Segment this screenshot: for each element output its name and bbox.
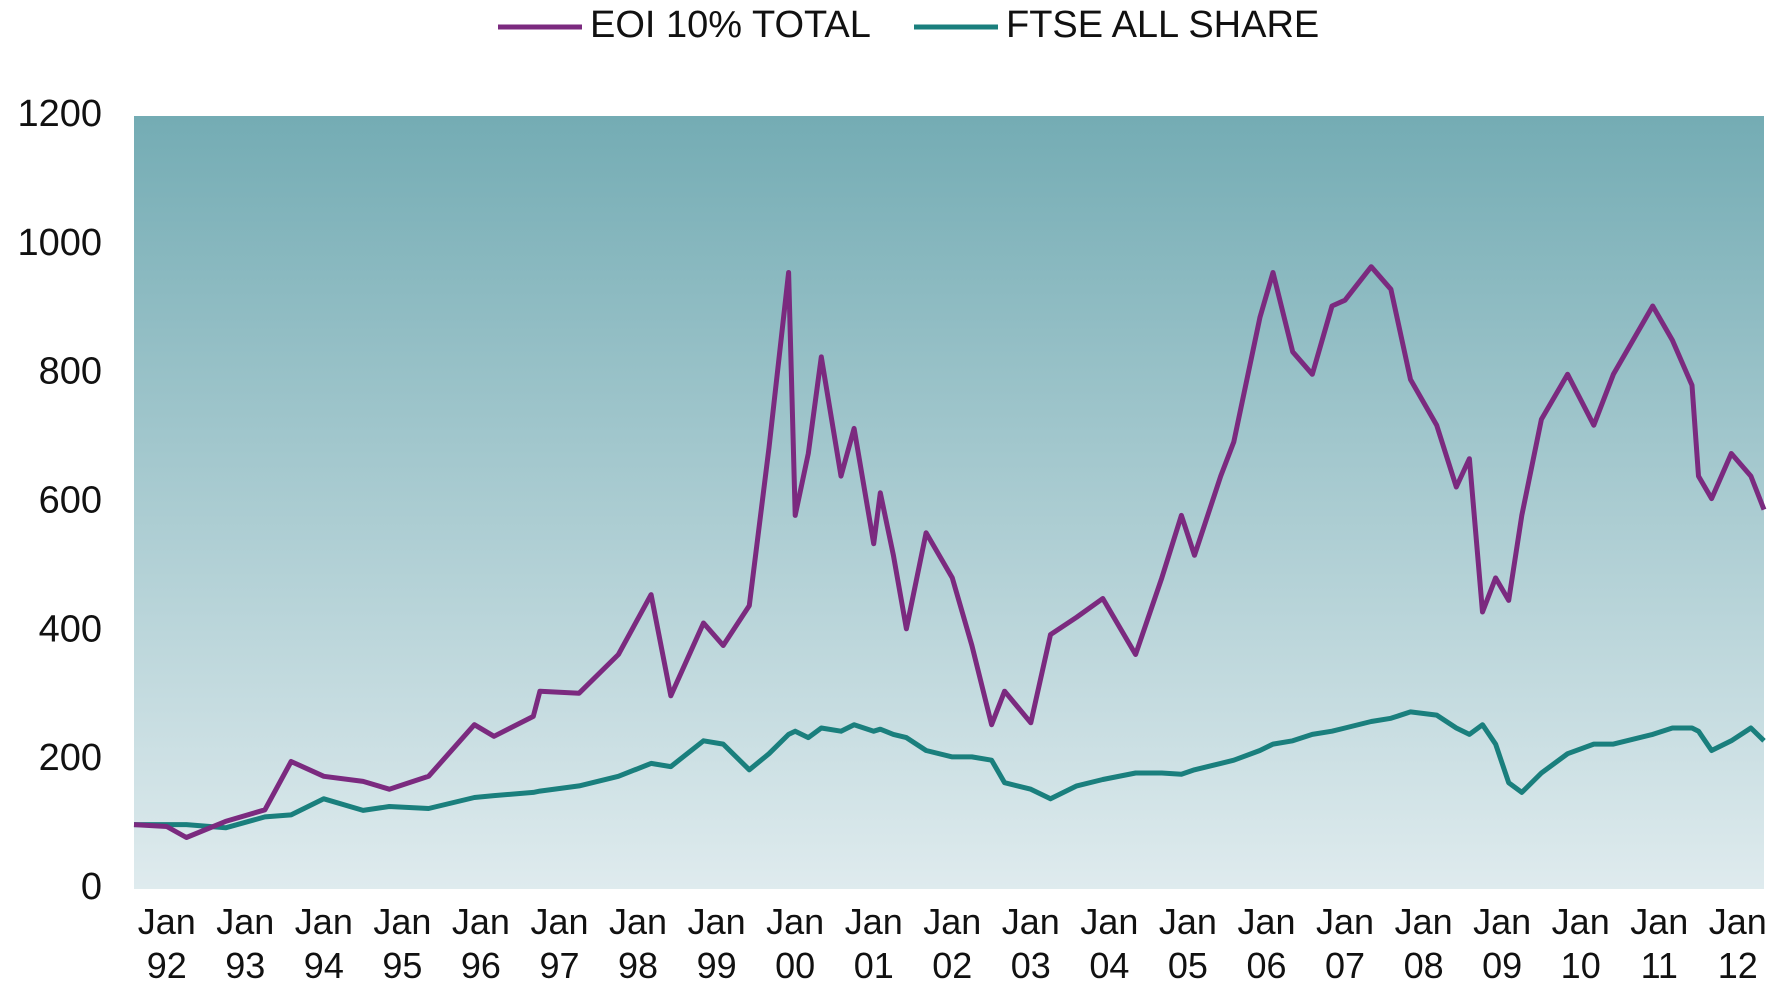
x-tick-label: Jan 12	[1708, 901, 1767, 986]
series-line	[134, 709, 1766, 831]
y-tick-label: 400	[39, 608, 102, 650]
x-tick-label: Jan 94	[294, 901, 353, 986]
x-tick-label: Jan 92	[137, 901, 196, 986]
x-tick-label: Jan 95	[373, 901, 432, 986]
x-tick-label: Jan 04	[1080, 901, 1139, 986]
x-tick-label: Jan 07	[1316, 901, 1375, 986]
x-tick-label: Jan 08	[1394, 901, 1453, 986]
x-tick-label: Jan 05	[1158, 901, 1217, 986]
x-tick-label: Jan 98	[609, 901, 668, 986]
y-tick-label: 800	[39, 351, 102, 393]
x-tick-label: Jan 11	[1630, 901, 1689, 986]
x-tick-label: Jan 93	[216, 901, 275, 986]
y-tick-label: 1200	[17, 93, 102, 135]
x-tick-label: Jan 06	[1237, 901, 1296, 986]
x-tick-label: Jan 09	[1473, 901, 1532, 986]
legend-label: EOI 10% TOTAL	[590, 4, 871, 46]
y-tick-label: 1000	[17, 222, 102, 264]
x-tick-label: Jan 00	[766, 901, 825, 986]
y-tick-label: 200	[39, 737, 102, 779]
x-tick-label: Jan 03	[1001, 901, 1060, 986]
y-tick-label: 0	[81, 866, 102, 908]
plot-area	[134, 116, 1764, 889]
x-tick-label: Jan 10	[1551, 901, 1610, 986]
series-line	[133, 264, 1767, 840]
x-tick-label: Jan 97	[530, 901, 589, 986]
legend-label: FTSE ALL SHARE	[1006, 4, 1319, 46]
x-tick-label: Jan 01	[844, 901, 903, 986]
x-tick-label: Jan 02	[923, 901, 982, 986]
x-tick-label: Jan 99	[687, 901, 746, 986]
x-tick-label: Jan 96	[451, 901, 510, 986]
y-tick-label: 600	[39, 480, 102, 522]
